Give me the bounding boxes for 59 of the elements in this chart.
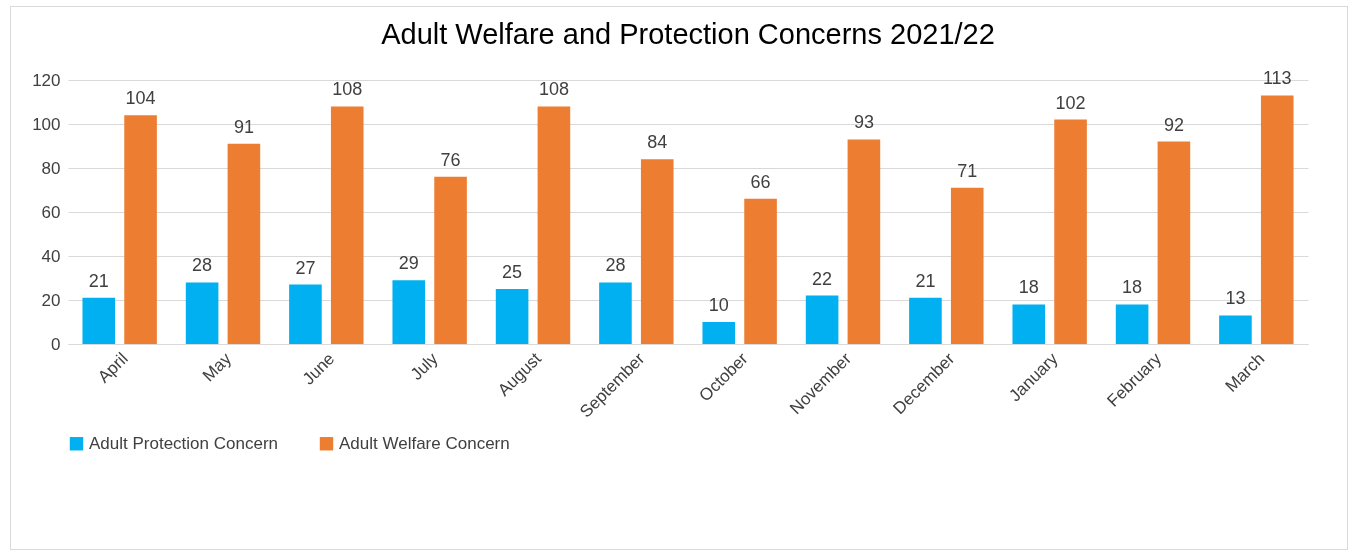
bar (702, 322, 736, 344)
data-label: 66 (750, 171, 771, 192)
bar (1157, 141, 1191, 344)
x-tick-label: July (406, 348, 443, 384)
data-label: 29 (398, 253, 419, 274)
data-label: 91 (233, 116, 254, 137)
bar (599, 282, 632, 344)
data-label: 104 (125, 88, 156, 109)
bar (227, 143, 261, 344)
bar (330, 106, 364, 344)
bar (124, 115, 157, 344)
bar (950, 187, 984, 344)
y-tick-label: 0 (51, 334, 61, 354)
bar (1012, 304, 1046, 344)
bar (909, 297, 942, 344)
bar (744, 198, 777, 344)
data-label: 28 (192, 255, 213, 276)
legend-label: Adult Welfare Concern (339, 433, 510, 453)
data-label: 27 (295, 257, 316, 278)
y-tick-label: 40 (41, 246, 61, 266)
bar (1219, 315, 1252, 344)
y-tick-label: 120 (32, 70, 61, 90)
y-tick-label: 100 (32, 114, 61, 134)
data-label: 25 (502, 262, 523, 282)
data-label: 102 (1055, 92, 1086, 113)
data-label: 93 (853, 112, 874, 133)
data-label: 84 (647, 132, 668, 153)
data-label: 71 (957, 160, 978, 181)
data-label: 18 (1018, 277, 1039, 298)
bar (1115, 304, 1149, 344)
bar (289, 284, 322, 344)
y-tick-label: 80 (41, 158, 61, 178)
data-label: 76 (440, 149, 461, 170)
y-tick-label: 20 (41, 290, 61, 310)
bar (537, 106, 571, 344)
data-label: 21 (88, 270, 109, 291)
data-label: 108 (538, 79, 569, 100)
data-label: 21 (915, 270, 936, 291)
data-label: 92 (1163, 114, 1184, 135)
bar (1054, 119, 1087, 344)
bar (392, 280, 426, 344)
bar (495, 289, 529, 344)
legend-label: Adult Protection Concern (89, 433, 278, 453)
data-label: 13 (1225, 288, 1246, 309)
bar (847, 139, 881, 344)
bar (185, 282, 219, 344)
data-label: 18 (1122, 277, 1143, 298)
data-label: 28 (605, 255, 626, 276)
y-tick-label: 60 (41, 202, 61, 222)
bar (640, 159, 674, 344)
bar (434, 176, 467, 344)
bar (805, 295, 839, 344)
bar (1260, 95, 1294, 344)
bar (82, 297, 116, 344)
data-label: 113 (1262, 68, 1292, 89)
data-label: 108 (332, 79, 363, 100)
data-label: 22 (812, 268, 833, 289)
chart-title: Adult Welfare and Protection Concerns 2021/22 (381, 18, 995, 51)
data-label: 10 (708, 295, 729, 315)
